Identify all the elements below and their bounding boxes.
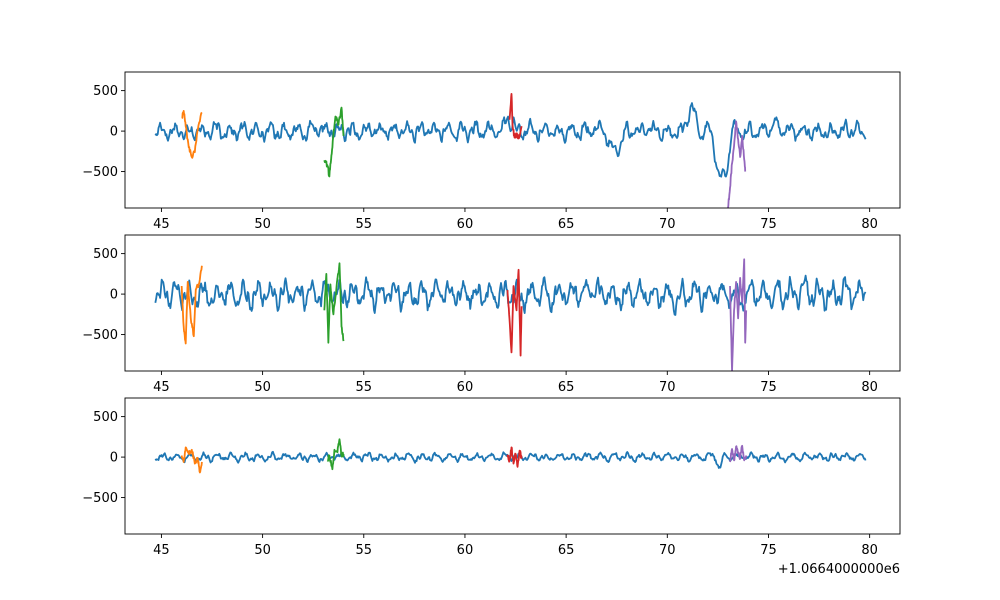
y-tick-label: −500	[82, 328, 118, 343]
x-tick-label: 75	[760, 217, 777, 232]
x-tick-label: 60	[457, 543, 474, 558]
x-tick-label: 80	[861, 217, 878, 232]
x-tick-label: 75	[760, 380, 777, 395]
series-line-3	[323, 106, 345, 178]
y-tick-label: 0	[110, 125, 118, 140]
x-tick-label: 55	[355, 380, 372, 395]
series-line-4	[508, 92, 523, 140]
series-line-5	[729, 258, 748, 371]
x-tick-label: 70	[659, 543, 676, 558]
series-line-4	[506, 268, 523, 357]
axes-frame	[124, 234, 901, 372]
x-tick-label: 45	[153, 380, 170, 395]
y-tick-label: 500	[93, 247, 118, 262]
x-tick-label: 50	[254, 543, 271, 558]
series-line-2	[180, 446, 203, 474]
series-group	[154, 438, 867, 474]
y-tick-label: 0	[110, 288, 118, 303]
x-tick-label: 55	[355, 543, 372, 558]
x-tick-label: 70	[659, 380, 676, 395]
subplot-1: 45 50 55 60 65 70 75 80 500 0 −500	[82, 71, 901, 232]
subplot-2: 45 50 55 60 65 70 75 80 500 0 −500	[82, 234, 901, 395]
x-tick-label: 80	[861, 380, 878, 395]
y-tick-label: 500	[93, 410, 118, 425]
axes-frame	[124, 71, 901, 209]
series-line-5	[727, 120, 747, 208]
x-tick-label: 65	[558, 217, 575, 232]
series-line-2	[180, 265, 203, 345]
x-tick-label: 45	[153, 217, 170, 232]
series-line-1	[154, 274, 867, 316]
y-tick-label: −500	[82, 491, 118, 506]
series-line-3	[326, 438, 345, 471]
series-line-3	[323, 262, 345, 344]
x-tick-label: 75	[760, 543, 777, 558]
series-line-1	[154, 102, 867, 178]
series-group	[154, 92, 867, 208]
x-tick-label: 60	[457, 217, 474, 232]
x-tick-label: 65	[558, 543, 575, 558]
x-tick-label: 45	[153, 543, 170, 558]
subplot-3: 45 50 55 60 65 70 75 80 500 0 −500	[82, 397, 901, 558]
x-tick-label: 65	[558, 380, 575, 395]
x-tick-label: 60	[457, 380, 474, 395]
x-offset-label: +1.0664000000e6	[778, 562, 900, 577]
x-tick-label: 70	[659, 217, 676, 232]
x-tick-label: 50	[254, 380, 271, 395]
y-tick-label: 0	[110, 451, 118, 466]
series-line-4	[506, 446, 523, 468]
x-tick-label: 50	[254, 217, 271, 232]
axes-frame	[124, 397, 901, 535]
y-tick-label: 500	[93, 84, 118, 99]
series-line-2	[181, 109, 203, 159]
x-tick-label: 55	[355, 217, 372, 232]
y-tick-label: −500	[82, 165, 118, 180]
x-tick-label: 80	[861, 543, 878, 558]
series-line-5	[729, 444, 748, 463]
series-group	[154, 258, 867, 371]
